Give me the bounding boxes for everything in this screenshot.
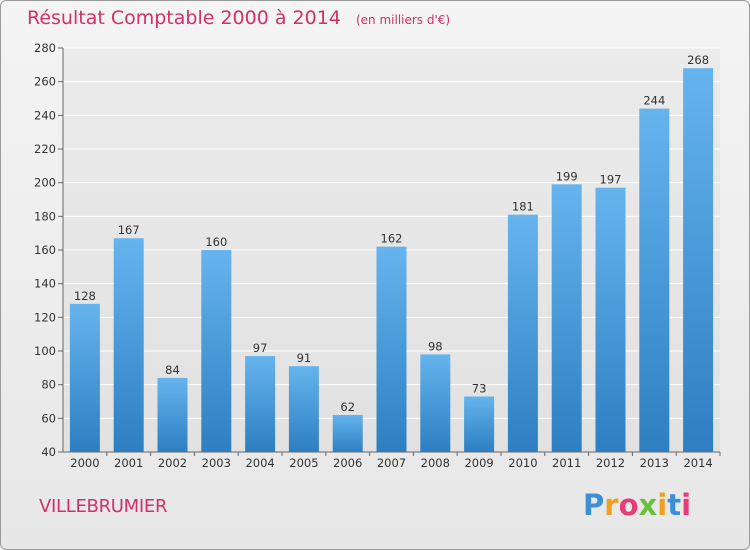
x-tick-label: 2002 [158, 456, 187, 470]
bar-value-label: 62 [340, 400, 355, 414]
bar-value-label: 162 [381, 232, 403, 246]
bar-value-label: 98 [428, 339, 443, 353]
y-tick-label: 120 [34, 310, 56, 324]
title-line: Résultat Comptable 2000 à 2014 (en milli… [27, 7, 450, 29]
y-tick-label: 140 [34, 277, 56, 291]
bar [332, 414, 363, 452]
bar [376, 246, 407, 452]
logo-letter: x [638, 488, 658, 522]
x-tick-label: 2005 [289, 456, 318, 470]
y-tick-label: 60 [41, 411, 56, 425]
bar [464, 396, 495, 452]
bar-value-label: 97 [253, 341, 268, 355]
x-tick-label: 2007 [377, 456, 406, 470]
bar [595, 187, 626, 452]
bar-value-label: 160 [205, 235, 227, 249]
y-tick-label: 280 [34, 41, 56, 55]
bar-value-label: 197 [600, 173, 622, 187]
logo-letter: r [604, 488, 619, 522]
y-tick-label: 220 [34, 142, 56, 156]
x-tick-label: 2009 [464, 456, 493, 470]
bar [683, 68, 714, 452]
y-tick-label: 200 [34, 176, 56, 190]
bar-value-label: 199 [556, 169, 578, 183]
bar-value-label: 268 [687, 53, 709, 67]
x-tick-label: 2003 [202, 456, 231, 470]
y-tick-label: 260 [34, 75, 56, 89]
y-tick-label: 100 [34, 344, 56, 358]
x-tick-label: 2014 [683, 456, 712, 470]
x-tick-label: 2010 [508, 456, 537, 470]
bar [420, 354, 451, 452]
chart-title: Résultat Comptable 2000 à 2014 [27, 7, 341, 29]
x-tick-label: 2001 [114, 456, 143, 470]
proxiti-logo: Proxiti [583, 488, 691, 522]
bar-value-label: 84 [165, 363, 180, 377]
x-tick-label: 2006 [333, 456, 362, 470]
bar [69, 303, 100, 452]
bar-value-label: 244 [643, 94, 665, 108]
bar [201, 250, 232, 452]
x-tick-label: 2008 [421, 456, 450, 470]
x-tick-label: 2011 [552, 456, 581, 470]
bar-value-label: 167 [118, 223, 140, 237]
x-tick-label: 2000 [70, 456, 99, 470]
x-tick-label: 2012 [596, 456, 625, 470]
logo-letter: i [657, 488, 668, 522]
bar [157, 377, 188, 452]
bar [639, 108, 670, 452]
bar-value-label: 73 [472, 381, 487, 395]
bar-value-label: 91 [297, 351, 312, 365]
y-tick-label: 240 [34, 108, 56, 122]
logo-letter: t [667, 488, 682, 522]
x-tick-label: 2004 [245, 456, 274, 470]
chart-unit: (en milliers d'€) [355, 13, 451, 27]
bar-value-label: 181 [512, 200, 534, 214]
x-tick-label: 2013 [640, 456, 669, 470]
y-tick-label: 160 [34, 243, 56, 257]
y-tick-label: 180 [34, 209, 56, 223]
bar [113, 238, 144, 452]
bar-value-label: 128 [74, 289, 96, 303]
bar [288, 366, 319, 452]
y-tick-label: 80 [41, 378, 56, 392]
logo-letter: P [583, 488, 605, 522]
bar [507, 214, 538, 452]
bar [551, 184, 582, 452]
y-tick-label: 40 [41, 445, 56, 459]
place-name: VILLEBRUMIER [39, 496, 168, 517]
logo-letter: i [681, 488, 692, 522]
bar [245, 356, 276, 452]
logo-letter: o [618, 488, 639, 522]
